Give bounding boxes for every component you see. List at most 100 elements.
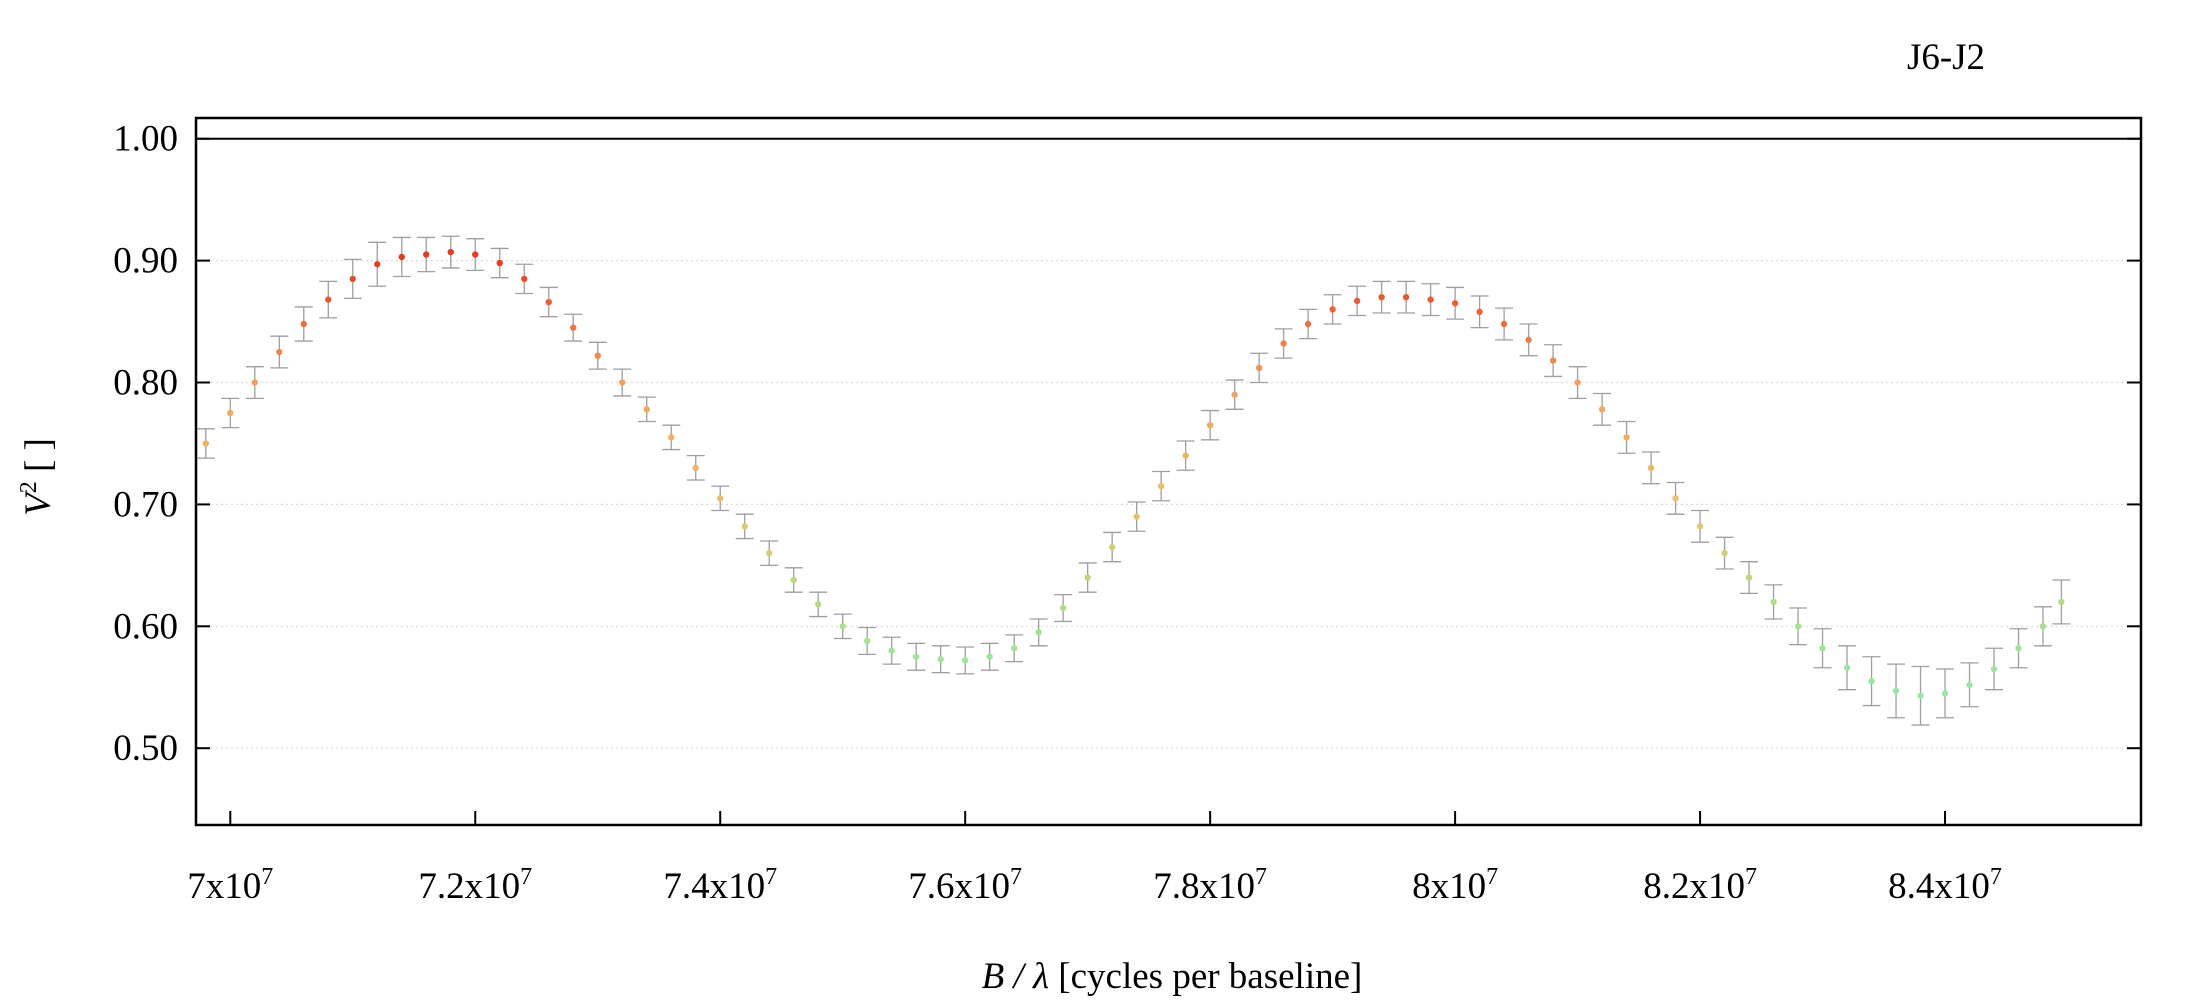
data-point [662, 424, 681, 451]
data-marker [1402, 293, 1410, 301]
data-point [1691, 509, 1710, 543]
data-point [392, 236, 411, 278]
data-marker [1035, 629, 1042, 636]
data-point [1740, 561, 1759, 595]
data-point [1348, 285, 1367, 317]
data-point [1299, 308, 1318, 340]
data-point [833, 613, 852, 640]
data-marker [1598, 406, 1606, 413]
data-marker [447, 248, 454, 256]
data-marker [986, 653, 993, 660]
data-marker [1574, 379, 1581, 386]
data-marker [251, 379, 258, 386]
data-marker [1892, 687, 1900, 695]
data-point [760, 540, 779, 567]
data-point [2052, 579, 2071, 625]
data-marker [839, 623, 846, 630]
data-point [1029, 618, 1048, 647]
y-tick-label: 0.70 [113, 484, 178, 525]
data-marker [1843, 664, 1851, 671]
data-point [466, 238, 485, 272]
data-marker [423, 251, 430, 258]
data-point [515, 263, 534, 295]
data-point [2009, 628, 2028, 669]
data-point [588, 341, 607, 370]
data-marker [692, 464, 699, 472]
data-marker [545, 298, 552, 306]
data-point [1519, 323, 1538, 357]
data-marker [1353, 297, 1361, 305]
data-marker [1255, 364, 1263, 372]
data-point [1470, 295, 1489, 329]
data-point [1642, 451, 1661, 485]
data-point [1127, 501, 1146, 532]
y-axis-title-unit: [ ] [18, 438, 59, 481]
data-point [858, 626, 877, 655]
data-point [2034, 606, 2053, 647]
data-point [1666, 481, 1685, 515]
data-marker [1623, 434, 1630, 441]
data-point [1005, 634, 1024, 663]
data-marker [349, 275, 356, 283]
chart-title: J6-J2 [1907, 37, 1985, 78]
data-point [1813, 628, 1832, 669]
data-marker [1941, 690, 1949, 697]
data-marker [863, 637, 871, 645]
data-marker [300, 320, 307, 328]
data-marker [1990, 665, 1998, 673]
data-point [1176, 440, 1195, 471]
data-point [564, 313, 583, 342]
data-point [1960, 662, 1979, 708]
data-marker [1182, 452, 1189, 459]
data-point [245, 366, 264, 400]
data-layer [196, 235, 2071, 726]
y-axis-title: V2 [ ] [16, 438, 59, 516]
data-marker [594, 352, 601, 359]
data-marker [1794, 623, 1802, 630]
data-marker [2039, 623, 2047, 630]
x-tick-label: 7.2x107 [418, 864, 532, 907]
x-axis-title-symbol: B / λ [982, 956, 1049, 997]
data-point [1838, 645, 1857, 691]
data-point [1617, 420, 1636, 454]
data-point [1201, 409, 1220, 441]
data-marker [815, 601, 822, 608]
data-marker [1917, 692, 1924, 699]
data-marker [1721, 549, 1728, 557]
y-axis-title-symbol: V [18, 489, 59, 516]
data-point [1250, 352, 1269, 384]
data-point [1544, 344, 1563, 378]
data-marker [1157, 482, 1165, 490]
data-marker [2058, 598, 2065, 606]
data-point [1911, 665, 1930, 726]
data-point [784, 567, 803, 593]
data-marker [1084, 574, 1091, 581]
data-point [735, 513, 754, 540]
data-marker [961, 657, 969, 664]
x-tick-label: 7x107 [187, 864, 273, 907]
data-point [931, 645, 950, 674]
data-point [1054, 593, 1073, 623]
data-point [1789, 607, 1808, 646]
y-tick-label: 0.60 [113, 606, 178, 647]
data-point [956, 646, 975, 675]
data-point [490, 247, 509, 279]
data-marker [325, 296, 332, 303]
ticks: 0.50 0.60 0.70 0.80 0.90 1.00 7x107 7.2x107 7.4x… [113, 119, 2141, 907]
data-marker [521, 275, 528, 283]
data-point [1225, 379, 1244, 410]
data-point [539, 286, 558, 318]
data-marker [766, 549, 773, 557]
data-point [1593, 392, 1612, 426]
x-axis-title-unit: [cycles per baseline] [1049, 956, 1362, 997]
data-point [637, 396, 656, 423]
data-point [1887, 663, 1906, 719]
data-marker [1966, 681, 1973, 689]
y-axis-title-superscript: 2 [16, 481, 42, 493]
data-marker [374, 261, 381, 268]
x-axis-title: B / λ [cycles per baseline] [982, 956, 1363, 997]
data-point [294, 306, 313, 342]
data-point [196, 428, 215, 459]
data-marker [1745, 574, 1753, 581]
data-marker [1868, 677, 1875, 685]
